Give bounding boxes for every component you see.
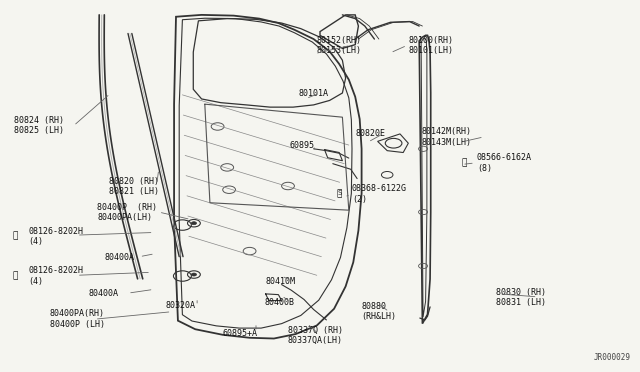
Text: 80880
(RH&LH): 80880 (RH&LH): [362, 302, 397, 321]
Text: 80152(RH)
80153(LH): 80152(RH) 80153(LH): [317, 36, 362, 55]
Text: 60895+A: 60895+A: [223, 329, 258, 338]
Text: 08368-6122G
(2): 08368-6122G (2): [352, 185, 407, 204]
Text: 80820E: 80820E: [356, 129, 386, 138]
Text: 08126-8202H
(4): 08126-8202H (4): [28, 266, 83, 286]
Text: 80400P  (RH)
80400PA(LH): 80400P (RH) 80400PA(LH): [97, 203, 157, 222]
Text: 08126-8202H
(4): 08126-8202H (4): [28, 227, 83, 246]
Text: 80824 (RH)
80825 (LH): 80824 (RH) 80825 (LH): [14, 116, 64, 135]
Text: 80820 (RH)
80821 (LH): 80820 (RH) 80821 (LH): [109, 177, 159, 196]
Text: 80410M: 80410M: [266, 277, 296, 286]
Text: 80400B: 80400B: [264, 298, 294, 307]
Text: Ⓢ: Ⓢ: [337, 190, 342, 199]
Text: 80100(RH)
80101(LH): 80100(RH) 80101(LH): [408, 36, 453, 55]
Circle shape: [191, 273, 196, 276]
Text: 80400A: 80400A: [104, 253, 134, 262]
Text: Ⓑ: Ⓑ: [13, 232, 18, 241]
Text: 08566-6162A
(8): 08566-6162A (8): [477, 153, 532, 173]
Text: 80400PA(RH)
80400P (LH): 80400PA(RH) 80400P (LH): [50, 310, 105, 329]
Text: 80830 (RH)
80831 (LH): 80830 (RH) 80831 (LH): [496, 288, 546, 307]
Text: 80320A: 80320A: [165, 301, 195, 310]
Text: Ⓑ: Ⓑ: [13, 272, 18, 280]
Text: 80142M(RH)
80143M(LH): 80142M(RH) 80143M(LH): [421, 127, 471, 147]
Text: 80337Q (RH)
80337QA(LH): 80337Q (RH) 80337QA(LH): [288, 326, 343, 345]
Text: S: S: [337, 190, 341, 196]
Text: 60895: 60895: [290, 141, 315, 150]
Text: 80400A: 80400A: [88, 289, 118, 298]
Circle shape: [191, 222, 196, 225]
Text: JR000029: JR000029: [593, 353, 630, 362]
Text: 80101A: 80101A: [299, 89, 329, 97]
Text: Ⓢ: Ⓢ: [461, 158, 467, 167]
